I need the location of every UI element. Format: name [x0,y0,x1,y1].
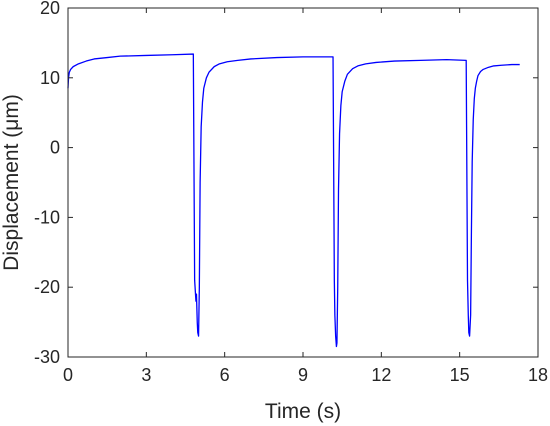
axes-layer: 0 3 6 9 12 15 18 -30 -20 -10 0 10 20 [34,0,548,385]
y-axis-title: Displacement (μm) [0,94,23,271]
data-layer [67,53,520,348]
series-line-1 [67,53,520,348]
y-tick-label: -20 [34,277,60,297]
y-tick-label: -10 [34,207,60,227]
x-tick-label: 0 [63,365,73,385]
x-axis-title: Time (s) [265,400,341,423]
y-tick-label: 20 [40,0,60,18]
x-tick-label: 9 [298,365,308,385]
x-tick-label: 12 [371,365,391,385]
x-tick-label: 3 [141,365,151,385]
x-tick-label: 18 [528,365,548,385]
plot-background [68,8,538,357]
y-tick-label: 0 [50,138,60,158]
y-tick-label: -30 [34,347,60,367]
x-tick-label: 15 [450,365,470,385]
plot-area [68,8,538,357]
x-tick-label: 6 [220,365,230,385]
y-tick-label: 10 [40,68,60,88]
